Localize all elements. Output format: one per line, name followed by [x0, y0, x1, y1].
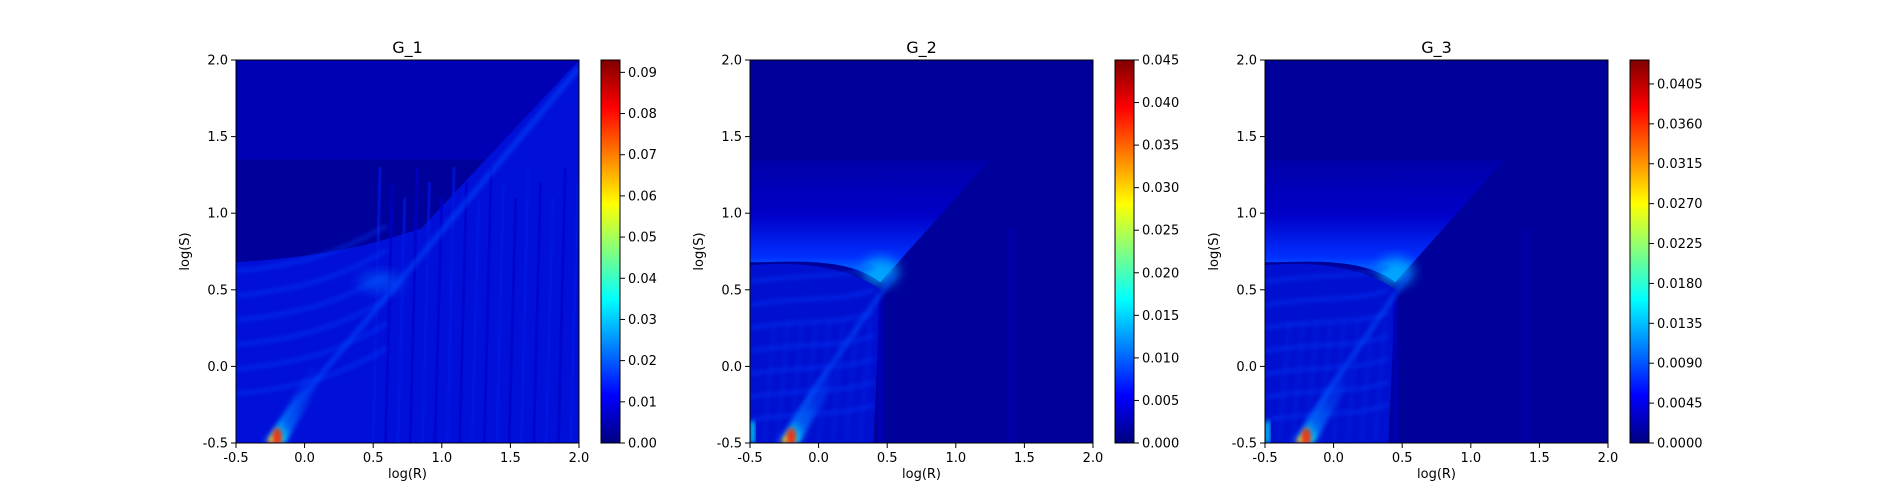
- x-tick-label: 2.0: [1598, 451, 1619, 466]
- x-tick-label: 0.5: [363, 451, 384, 466]
- chart-title: G_3: [1421, 38, 1452, 58]
- x-tick-label: -0.5: [737, 451, 762, 466]
- colorbar: [1115, 60, 1134, 443]
- colorbar-tick-label: 0.045: [1142, 54, 1179, 69]
- x-tick-label: -0.5: [1252, 451, 1277, 466]
- y-tick-label: 0.0: [207, 360, 228, 375]
- y-tick-label: 1.5: [721, 130, 742, 145]
- subplot-3: G_3 -0.5 0.0 0.5 1.0 1.5 2.0 -0.5 0.0 0.5 1.0 1.5 2.…: [1207, 38, 1703, 482]
- y-tick-label: 1.5: [1236, 130, 1257, 145]
- y-tick-label: 0.5: [1236, 283, 1257, 298]
- colorbar-tick-label: 0.0045: [1657, 397, 1703, 412]
- colorbar-tick-label: 0.015: [1142, 309, 1179, 324]
- axes-frame: [1264, 59, 1609, 444]
- colorbar-frame: [1114, 59, 1135, 444]
- y-tick-label: 0.5: [207, 283, 228, 298]
- colorbar-tick-label: 0.0225: [1657, 237, 1703, 252]
- x-tick-label: 1.0: [945, 451, 966, 466]
- y-tick-label: 1.0: [721, 207, 742, 222]
- colorbar-tick-label: 0.04: [628, 272, 657, 287]
- x-tick-label: 0.0: [1323, 451, 1344, 466]
- colorbar-tick-label: 0.010: [1142, 351, 1179, 366]
- x-tick-label: -0.5: [223, 451, 248, 466]
- y-tick-label: 2.0: [1236, 54, 1257, 69]
- colorbar-tick-label: 0.0135: [1657, 317, 1703, 332]
- y-axis-label: log(S): [692, 232, 707, 270]
- x-tick-label: 0.0: [808, 451, 829, 466]
- y-axis-label: log(S): [1207, 232, 1222, 270]
- x-axis-label: log(R): [388, 467, 427, 482]
- y-tick-label: 1.0: [1236, 207, 1257, 222]
- colorbar-tick-label: 0.0090: [1657, 357, 1703, 372]
- colorbar-tick-label: 0.0315: [1657, 157, 1703, 172]
- y-tick-label: 1.0: [207, 207, 228, 222]
- colorbar-tick-label: 0.005: [1142, 394, 1179, 409]
- heatmap-image: [1265, 60, 1608, 443]
- y-tick-label: 0.0: [721, 360, 742, 375]
- colorbar: [1630, 60, 1649, 443]
- colorbar-frame: [600, 59, 621, 444]
- x-tick-label: 2.0: [1083, 451, 1104, 466]
- subplot-1: G_1 -0.5 0.0 0.5 1.0 1.5 2.0 -0.5 0.0 0.5 1.0 1.5 2.…: [178, 38, 657, 482]
- y-tick-label: 0.0: [1236, 360, 1257, 375]
- y-tick-label: -0.5: [1232, 437, 1257, 452]
- colorbar-tick-label: 0.03: [628, 313, 657, 328]
- x-tick-label: 0.0: [294, 451, 315, 466]
- x-tick-label: 1.5: [1014, 451, 1035, 466]
- heatmap-image: [750, 60, 1093, 443]
- chart-title: G_2: [906, 38, 937, 58]
- y-tick-label: 1.5: [207, 130, 228, 145]
- x-tick-label: 1.5: [1529, 451, 1550, 466]
- axes-frame: [749, 59, 1094, 444]
- colorbar-tick-label: 0.07: [628, 148, 657, 163]
- y-axis-label: log(S): [178, 232, 193, 270]
- x-tick-label: 0.5: [877, 451, 898, 466]
- x-axis-label: log(R): [902, 467, 941, 482]
- x-tick-label: 1.5: [500, 451, 521, 466]
- axes-frame: [235, 59, 580, 444]
- x-tick-label: 2.0: [569, 451, 590, 466]
- colorbar-tick-label: 0.0270: [1657, 197, 1703, 212]
- colorbar: [601, 60, 620, 443]
- colorbar-frame: [1629, 59, 1650, 444]
- colorbar-tick-label: 0.040: [1142, 96, 1179, 111]
- colorbar-tick-label: 0.0000: [1657, 437, 1703, 452]
- colorbar-tick-label: 0.06: [628, 189, 657, 204]
- colorbar-tick-label: 0.08: [628, 107, 657, 122]
- heatmap-image: [236, 60, 579, 443]
- colorbar-tick-label: 0.0180: [1657, 277, 1703, 292]
- colorbar-tick-label: 0.0360: [1657, 117, 1703, 132]
- colorbar-tick-label: 0.02: [628, 354, 657, 369]
- y-tick-label: -0.5: [203, 437, 228, 452]
- colorbar-tick-label: 0.00: [628, 437, 657, 452]
- y-tick-label: 2.0: [207, 54, 228, 69]
- colorbar-tick-label: 0.020: [1142, 266, 1179, 281]
- colorbar-tick-label: 0.01: [628, 395, 657, 410]
- subplot-2: G_2 -0.5 0.0 0.5 1.0 1.5 2.0 -0.5 0.0 0.5 1.0 1.5 2.…: [692, 38, 1179, 482]
- chart-title: G_1: [392, 38, 423, 58]
- x-tick-label: 1.0: [431, 451, 452, 466]
- colorbar-tick-label: 0.030: [1142, 181, 1179, 196]
- x-tick-label: 1.0: [1460, 451, 1481, 466]
- y-tick-label: 2.0: [721, 54, 742, 69]
- colorbar-tick-label: 0.035: [1142, 139, 1179, 154]
- colorbar-tick-label: 0.000: [1142, 437, 1179, 452]
- colorbar-tick-label: 0.0405: [1657, 77, 1703, 92]
- x-axis-label: log(R): [1417, 467, 1456, 482]
- colorbar-tick-label: 0.025: [1142, 224, 1179, 239]
- colorbar-tick-label: 0.05: [628, 231, 657, 246]
- y-tick-label: 0.5: [721, 283, 742, 298]
- colorbar-tick-label: 0.09: [628, 66, 657, 81]
- y-tick-label: -0.5: [717, 437, 742, 452]
- x-tick-label: 0.5: [1392, 451, 1413, 466]
